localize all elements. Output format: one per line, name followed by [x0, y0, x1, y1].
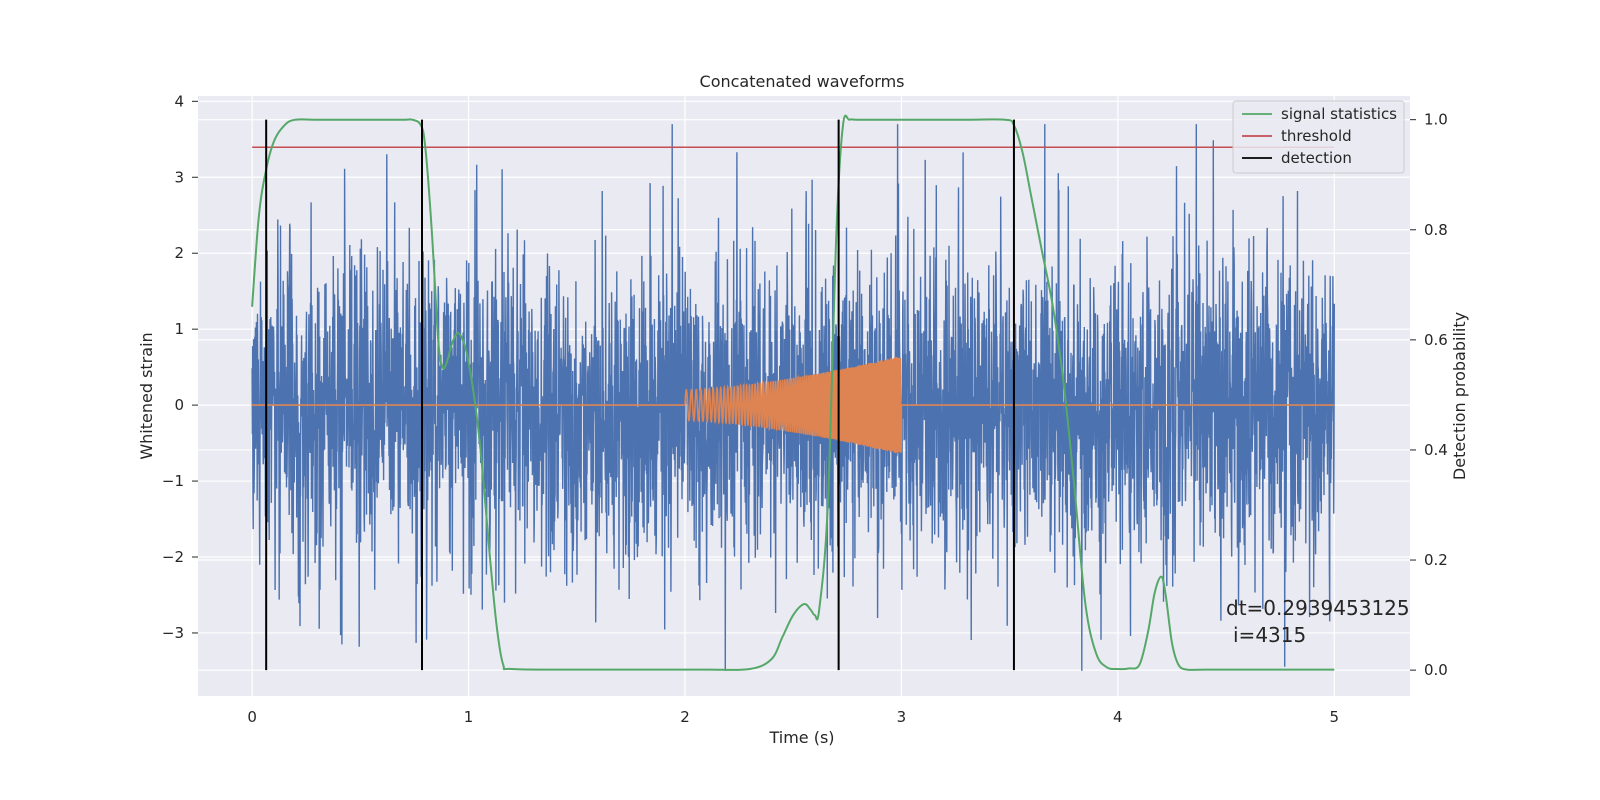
y2-tick-label-4: 0.8	[1424, 221, 1448, 239]
y-axis-ticks: −3 −2 −1 0 1 2 3 4	[162, 92, 198, 642]
legend-label-signal-statistics: signal statistics	[1281, 105, 1397, 123]
legend-frame	[1232, 100, 1405, 174]
detection-series	[265, 119, 1015, 671]
x-tick-label-2: 2	[680, 708, 690, 726]
signal-statistics-series	[251, 114, 1335, 671]
legend: signal statistics threshold detection	[1232, 100, 1405, 174]
x-axis-ticks: 0 1 2 3 4 5	[247, 708, 1339, 726]
y-tick-label-5: 2	[174, 244, 184, 262]
annotation-dt: dt=0.2939453125	[1226, 596, 1410, 620]
y-axis-label: Whitened strain	[137, 332, 156, 459]
x-tick-label-5: 5	[1329, 708, 1339, 726]
x-tick-label-0: 0	[247, 708, 257, 726]
x-axis-label: Time (s)	[768, 728, 834, 747]
y2-tick-label-0: 0.0	[1424, 661, 1448, 679]
signal-statistics-line	[251, 114, 1335, 671]
chart-title: Concatenated waveforms	[700, 72, 905, 91]
y-tick-label-1: −2	[162, 548, 184, 566]
y-tick-label-7: 4	[174, 92, 184, 110]
y-tick-label-0: −3	[162, 624, 184, 642]
legend-label-detection: detection	[1281, 149, 1352, 167]
y-tick-label-2: −1	[162, 472, 184, 490]
y2-tick-label-5: 1.0	[1424, 111, 1448, 129]
legend-label-threshold: threshold	[1281, 127, 1352, 145]
y2-tick-label-3: 0.6	[1424, 331, 1448, 349]
annotation-index: i=4315	[1233, 623, 1306, 647]
y-tick-label-6: 3	[174, 168, 184, 186]
y2-tick-label-2: 0.4	[1424, 441, 1448, 459]
y2-axis-ticks: 0.0 0.2 0.4 0.6 0.8 1.0	[1410, 111, 1448, 679]
x-tick-label-3: 3	[897, 708, 907, 726]
y2-tick-label-1: 0.2	[1424, 551, 1448, 569]
injection-series	[252, 357, 1335, 454]
injection-line	[252, 357, 1335, 454]
y2-axis-label: Detection probability	[1450, 312, 1469, 480]
y-tick-label-4: 1	[174, 320, 184, 338]
y-tick-label-3: 0	[174, 396, 184, 414]
x-tick-label-4: 4	[1113, 708, 1123, 726]
x-tick-label-1: 1	[464, 708, 474, 726]
